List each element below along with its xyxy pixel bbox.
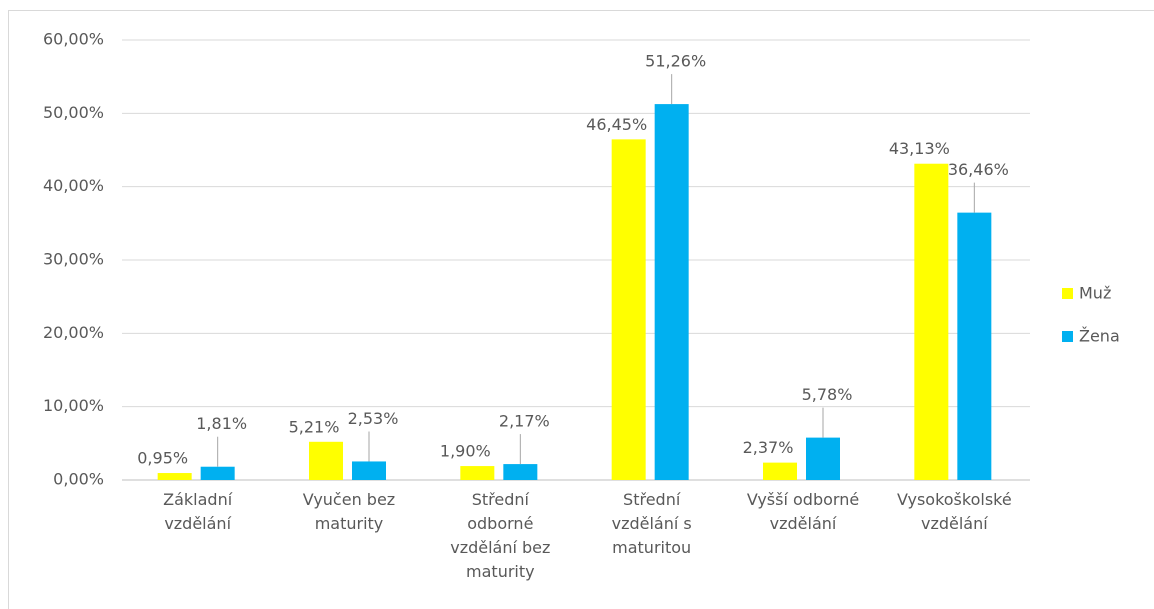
legend-label: Muž [1079, 284, 1111, 303]
legend-label: Žena [1079, 327, 1120, 346]
data-label: 51,26% [645, 52, 706, 71]
bar [200, 466, 235, 480]
y-tick-label: 50,00% [43, 103, 104, 122]
data-label: 5,21% [289, 417, 340, 436]
y-tick-label: 10,00% [43, 396, 104, 415]
legend-swatch [1062, 288, 1073, 299]
x-tick-label: Vysokoškolské vzdělání [897, 490, 1012, 533]
bar [806, 437, 840, 480]
bar [503, 464, 538, 480]
data-label: 46,45% [586, 115, 647, 134]
data-label: 5,78% [802, 385, 853, 404]
bar [352, 461, 386, 480]
x-tick-label: Vyučen bez maturity [303, 490, 395, 533]
x-tick-label: Základní vzdělání [163, 490, 233, 533]
bar [157, 473, 192, 480]
data-label: 36,46% [948, 160, 1009, 179]
bar [309, 441, 343, 480]
data-label: 1,90% [440, 442, 491, 461]
data-label: 2,53% [348, 409, 399, 428]
y-tick-label: 40,00% [43, 176, 104, 195]
bar [460, 466, 495, 480]
x-tick-label: Vyšší odborné vzdělání [747, 490, 859, 533]
bar [957, 212, 992, 481]
legend-swatch [1062, 331, 1073, 342]
data-label: 43,13% [889, 139, 950, 158]
x-tick-label: Střední odborné vzdělání bez maturity [450, 490, 550, 581]
data-label: 1,81% [196, 414, 247, 433]
data-label: 2,37% [743, 438, 794, 457]
y-tick-label: 60,00% [43, 30, 104, 49]
bar [611, 139, 646, 480]
y-tick-label: 30,00% [43, 250, 104, 269]
bar [763, 462, 797, 480]
bar [654, 104, 689, 481]
y-tick-label: 0,00% [53, 470, 104, 489]
x-tick-label: Střední vzdělání s maturitou [612, 490, 692, 557]
bar [914, 163, 949, 481]
y-tick-label: 20,00% [43, 323, 104, 342]
data-label: 0,95% [137, 449, 188, 468]
data-label: 2,17% [499, 412, 550, 431]
